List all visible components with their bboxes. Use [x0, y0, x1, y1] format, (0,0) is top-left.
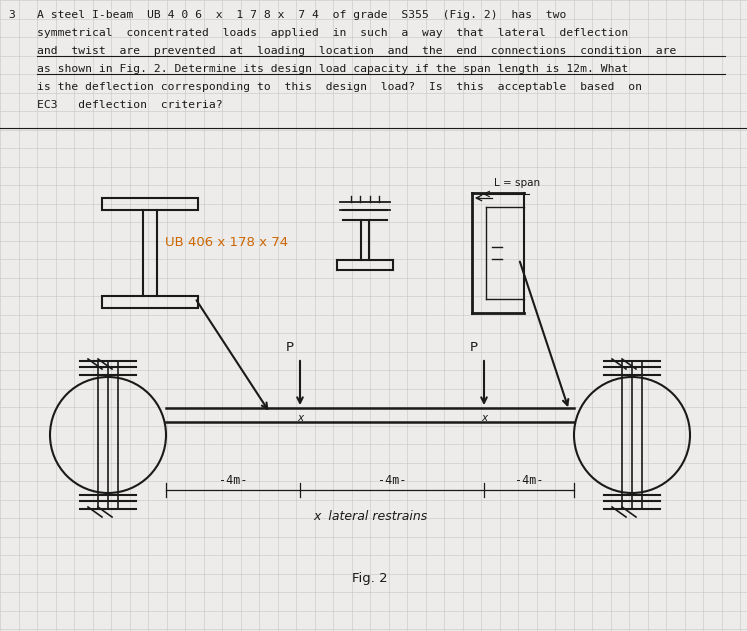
- Text: -4m-: -4m-: [515, 474, 543, 487]
- Bar: [102, 296, 198, 308]
- Text: EC3   deflection  criteria?: EC3 deflection criteria?: [37, 100, 223, 110]
- Text: P: P: [286, 341, 294, 354]
- Text: as shown in Fig. 2. Determine its design load capacity if the span length is 12m: as shown in Fig. 2. Determine its design…: [37, 64, 628, 74]
- Text: UB 406 x 178 x 74: UB 406 x 178 x 74: [165, 235, 288, 249]
- Text: 3: 3: [8, 10, 15, 20]
- Text: and  twist  are  prevented  at  loading  location  and  the  end  connections  c: and twist are prevented at loading locat…: [37, 46, 676, 56]
- Text: symmetrical  concentrated  loads  applied  in  such  a  way  that  lateral  defl: symmetrical concentrated loads applied i…: [37, 28, 628, 38]
- Text: L = span: L = span: [494, 178, 540, 188]
- Bar: [102, 198, 198, 210]
- Text: P: P: [470, 341, 478, 354]
- Text: is the deflection corresponding to  this  design  load?  Is  this  acceptable  b: is the deflection corresponding to this …: [37, 82, 642, 92]
- Text: A steel I-beam  UB 4 0 6  x  1 7 8 x  7 4  of grade  S355  (Fig. 2)  has  two: A steel I-beam UB 4 0 6 x 1 7 8 x 7 4 of…: [37, 10, 566, 20]
- Text: x: x: [297, 413, 303, 423]
- Text: -4m-: -4m-: [219, 474, 247, 487]
- Text: -4m-: -4m-: [378, 474, 406, 487]
- Text: x: x: [481, 413, 487, 423]
- Text: x  lateral restrains: x lateral restrains: [313, 510, 427, 523]
- Text: Fig. 2: Fig. 2: [352, 572, 388, 585]
